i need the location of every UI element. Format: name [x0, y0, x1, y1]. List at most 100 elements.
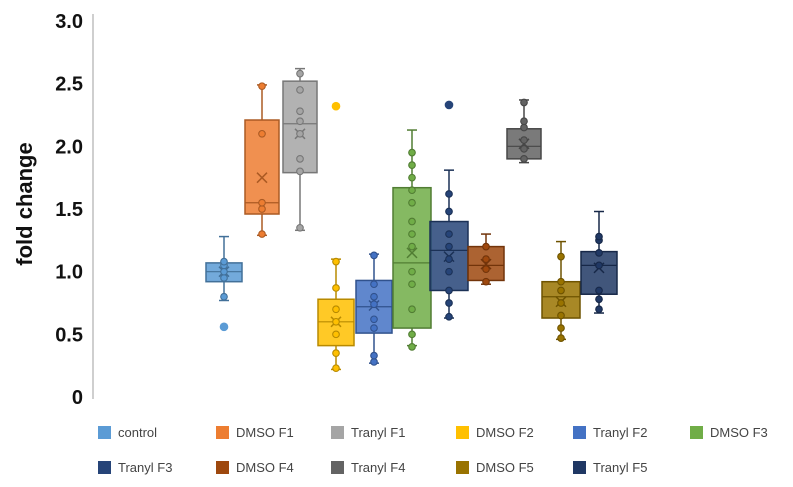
- legend-item: DMSO F2: [456, 425, 534, 440]
- y-tick-label: 0: [72, 387, 83, 409]
- y-axis-label: fold change: [12, 142, 37, 265]
- data-point: [258, 230, 266, 238]
- data-point: [445, 230, 453, 238]
- data-point: [408, 173, 416, 182]
- y-tick-label: 3.0: [55, 11, 83, 33]
- legend-swatch: [573, 461, 586, 474]
- legend-item: DMSO F4: [216, 460, 294, 475]
- outlier-point: [219, 322, 229, 332]
- data-point: [520, 136, 528, 144]
- data-point: [332, 349, 340, 357]
- data-point: [445, 299, 453, 307]
- box-body: [392, 186, 432, 329]
- legend-item: DMSO F3: [690, 425, 768, 440]
- mean-marker: [256, 172, 268, 184]
- data-point: [370, 280, 378, 289]
- data-point: [370, 315, 378, 324]
- legend-label: DMSO F5: [476, 460, 534, 475]
- legend-item: Tranyl F1: [331, 425, 405, 440]
- data-point: [408, 161, 416, 169]
- y-axis: 0 0.5 1.0 1.5 2.0 2.5 3.0: [55, 11, 94, 409]
- data-point: [482, 255, 490, 263]
- data-point: [557, 324, 565, 332]
- legend-item: Tranyl F4: [331, 460, 405, 475]
- data-point: [557, 286, 565, 295]
- legend-swatch: [331, 461, 344, 474]
- data-point: [370, 351, 378, 360]
- data-point: [332, 364, 340, 373]
- data-point: [595, 249, 603, 257]
- data-point: [595, 305, 603, 314]
- data-point: [520, 117, 528, 126]
- y-tick-label: 2.0: [55, 136, 83, 158]
- data-point: [557, 277, 565, 286]
- box-tranyl-f3: [429, 100, 469, 321]
- data-point: [482, 277, 490, 286]
- data-point: [220, 292, 228, 301]
- legend-label: Tranyl F1: [351, 425, 405, 440]
- data-point: [370, 358, 378, 366]
- legend-label: DMSO F2: [476, 425, 534, 440]
- legend-swatch: [456, 426, 469, 439]
- legend-item: DMSO F5: [456, 460, 534, 475]
- y-tick-label: 0.5: [55, 324, 83, 346]
- data-point: [220, 274, 228, 282]
- data-point: [557, 299, 565, 307]
- data-point: [520, 123, 528, 132]
- mean-marker: [406, 247, 418, 259]
- data-point: [296, 117, 304, 126]
- data-point: [332, 284, 340, 292]
- data-point: [445, 286, 453, 295]
- box-tranyl-f1: [282, 67, 318, 232]
- legend-label: Tranyl F4: [351, 460, 405, 475]
- legend-swatch: [331, 426, 344, 439]
- data-point: [557, 311, 565, 320]
- box-dmso-f2: [317, 101, 355, 373]
- data-point: [408, 242, 416, 251]
- outlier-point: [444, 100, 454, 110]
- legend-swatch: [98, 461, 111, 474]
- data-point: [557, 252, 565, 261]
- legend-item: control: [98, 425, 157, 440]
- box-dmso-f1: [244, 82, 280, 238]
- data-point: [595, 261, 603, 270]
- data-point: [296, 167, 304, 176]
- data-point: [445, 207, 453, 216]
- data-point: [520, 144, 528, 153]
- y-tick-label: 1.5: [55, 199, 83, 221]
- legend-label: control: [118, 425, 157, 440]
- data-point: [408, 148, 416, 157]
- data-point: [370, 324, 378, 332]
- data-point: [445, 255, 453, 263]
- legend-label: Tranyl F3: [118, 460, 172, 475]
- legend-label: DMSO F1: [236, 425, 294, 440]
- data-point: [445, 312, 453, 321]
- data-point: [258, 198, 266, 207]
- box-dmso-f3: [392, 129, 432, 351]
- data-point: [408, 198, 416, 207]
- data-point: [296, 223, 304, 232]
- legend-swatch: [216, 426, 229, 439]
- legend-item: Tranyl F2: [573, 425, 647, 440]
- legend-label: Tranyl F2: [593, 425, 647, 440]
- legend-item: Tranyl F3: [98, 460, 172, 475]
- y-tick-label: 2.5: [55, 74, 83, 96]
- data-point: [370, 292, 378, 301]
- data-point: [370, 300, 378, 309]
- box-body: [244, 119, 280, 215]
- legend-swatch: [98, 426, 111, 439]
- legend-swatch: [456, 461, 469, 474]
- data-point: [296, 155, 304, 163]
- data-point: [557, 334, 565, 342]
- data-point: [220, 257, 228, 266]
- data-point: [296, 69, 304, 78]
- data-point: [445, 267, 453, 276]
- data-point: [408, 280, 416, 289]
- data-point: [408, 267, 416, 276]
- data-point: [220, 267, 228, 276]
- box-tranyl-f5: [580, 210, 618, 314]
- data-point: [332, 305, 340, 314]
- data-point: [408, 330, 416, 339]
- legend-swatch: [690, 426, 703, 439]
